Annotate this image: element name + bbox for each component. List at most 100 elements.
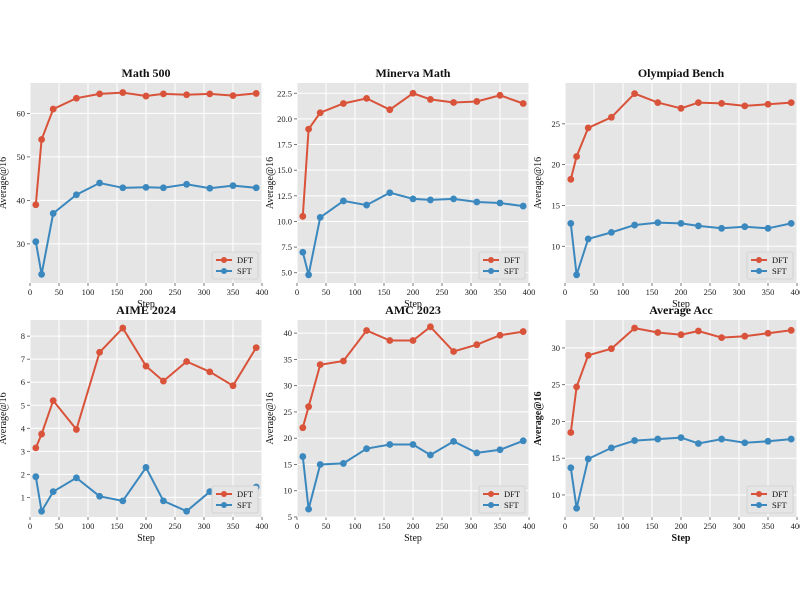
data-point-sft — [340, 197, 347, 205]
data-point-sft — [363, 445, 370, 453]
data-point-dft — [38, 430, 45, 438]
data-point-sft — [299, 453, 307, 460]
data-point-sft — [386, 189, 394, 197]
data-point-dft — [608, 113, 615, 121]
legend-marker — [756, 257, 762, 263]
x-tick-label: 400 — [791, 521, 800, 531]
data-point-dft — [252, 344, 260, 352]
legend-marker — [488, 257, 494, 263]
chart-title: Minerva Math — [376, 66, 451, 80]
chart-title: AMC 2023 — [385, 303, 441, 317]
data-point-sft — [142, 183, 150, 191]
data-point-dft — [741, 332, 749, 340]
data-point-sft — [340, 460, 347, 467]
chart-title: AIME 2024 — [116, 303, 176, 317]
x-tick-label: 250 — [436, 287, 449, 297]
data-point-dft — [142, 362, 150, 370]
chart-panel-2: 0 50 100 150 200 250 300 350 400 5.0 7.5 10.0 12.5 15… — [265, 66, 535, 310]
data-point-dft — [654, 329, 662, 336]
x-tick-label: 0 — [28, 521, 32, 531]
series-line-sft — [34, 181, 257, 275]
x-tick-label: 150 — [111, 521, 124, 531]
data-point-dft — [677, 331, 685, 339]
x-tick-label: 350 — [494, 521, 507, 531]
data-point-sft — [299, 248, 307, 256]
data-point-sft — [160, 184, 167, 192]
y-tick-label: 40 — [284, 328, 293, 338]
data-point-dft — [363, 327, 370, 334]
data-point-dft — [409, 89, 417, 97]
data-point-dft — [764, 100, 772, 108]
y-tick-label: 15.0 — [277, 165, 292, 175]
y-tick-label: 8 — [21, 331, 25, 341]
data-point-dft — [584, 351, 592, 359]
legend-label: DFT — [504, 255, 521, 265]
data-point-sft — [450, 437, 457, 445]
data-point-dft — [573, 383, 580, 391]
x-tick-label: 200 — [140, 521, 153, 531]
x-axis-label: Step — [137, 533, 155, 544]
data-point-dft — [305, 403, 312, 411]
data-point-dft — [677, 104, 685, 112]
data-point-sft — [718, 224, 725, 232]
x-tick-label: 200 — [407, 521, 420, 531]
data-point-sft — [741, 439, 749, 447]
y-tick-label: 3 — [21, 446, 25, 456]
legend-marker — [221, 268, 227, 274]
series-line-sft — [301, 191, 524, 276]
data-point-dft — [584, 124, 592, 132]
data-point-sft — [695, 440, 702, 447]
data-point-sft — [631, 221, 638, 229]
data-point-sft — [32, 238, 40, 246]
y-tick-label: 15 — [284, 459, 293, 469]
data-point-dft — [787, 99, 795, 106]
y-axis-label: Average@16 — [0, 392, 9, 444]
data-point-dft — [96, 348, 103, 356]
data-point-sft — [409, 441, 417, 448]
data-point-dft — [38, 136, 45, 143]
legend-marker — [756, 502, 762, 508]
x-tick-label: 350 — [762, 521, 775, 531]
data-point-sft — [567, 220, 575, 227]
y-tick-label: 10 — [552, 241, 561, 251]
legend-marker — [488, 502, 494, 508]
y-tick-label: 2 — [21, 469, 25, 479]
x-axis-label: Step — [672, 299, 690, 310]
x-tick-label: 350 — [494, 287, 507, 297]
data-point-sft — [96, 492, 103, 500]
data-point-dft — [427, 96, 434, 103]
data-point-sft — [677, 434, 685, 442]
series-line-sft — [569, 436, 792, 509]
data-point-sft — [119, 184, 127, 192]
x-tick-label: 400 — [256, 521, 269, 531]
legend-label: SFT — [772, 500, 787, 510]
y-tick-label: 10.0 — [277, 216, 292, 226]
x-tick-label: 150 — [378, 287, 391, 297]
x-tick-label: 300 — [198, 287, 211, 297]
x-tick-label: 300 — [733, 287, 746, 297]
data-point-sft — [695, 222, 702, 230]
x-tick-label: 50 — [322, 521, 331, 531]
data-point-sft — [584, 455, 592, 463]
y-tick-label: 25 — [284, 407, 293, 417]
x-tick-label: 350 — [762, 287, 775, 297]
data-point-sft — [764, 224, 772, 232]
legend-marker — [756, 491, 762, 497]
y-axis-label: Average@16 — [0, 157, 9, 209]
x-tick-label: 50 — [322, 287, 331, 297]
data-point-sft — [764, 437, 772, 445]
x-tick-label: 0 — [563, 287, 567, 297]
x-tick-label: 150 — [378, 521, 391, 531]
x-axis-label: Step — [404, 299, 422, 310]
y-tick-label: 35 — [284, 354, 293, 364]
data-point-sft — [305, 505, 312, 513]
data-point-sft — [206, 488, 214, 496]
data-point-sft — [183, 180, 191, 188]
data-point-sft — [496, 446, 504, 454]
data-point-dft — [73, 426, 80, 433]
data-point-dft — [32, 444, 40, 452]
data-point-sft — [32, 473, 40, 481]
y-tick-label: 10 — [552, 490, 561, 500]
x-tick-label: 100 — [82, 287, 95, 297]
